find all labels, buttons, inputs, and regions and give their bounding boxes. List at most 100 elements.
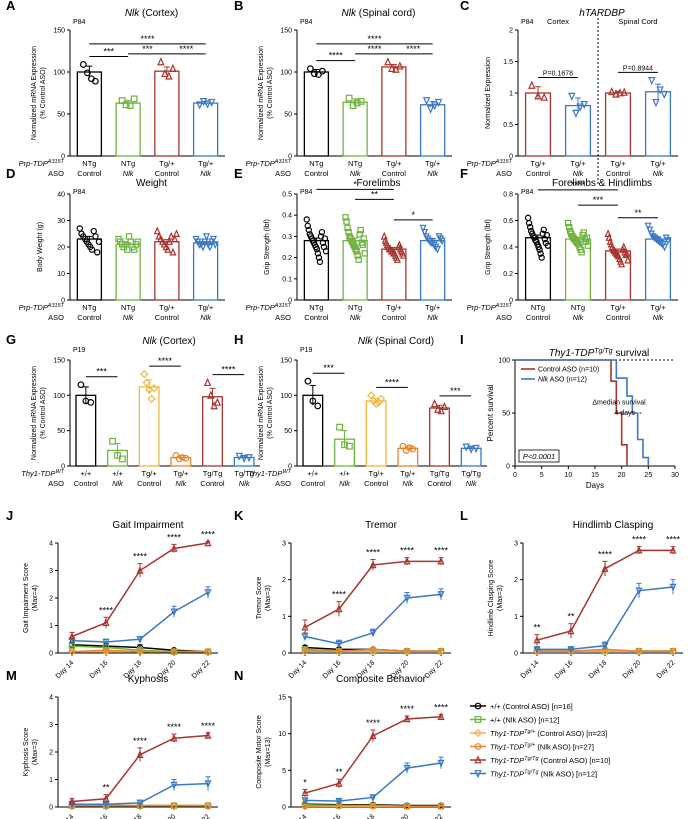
data-point bbox=[388, 63, 396, 73]
significance-label: **** bbox=[571, 180, 586, 190]
y-tick-label: 0.2 bbox=[282, 255, 292, 262]
series-point bbox=[533, 635, 541, 644]
y-tick-label: 0 bbox=[288, 464, 292, 471]
data-point bbox=[87, 399, 95, 406]
y-axis-label: Kyphosis Score bbox=[23, 728, 30, 777]
significance-label: **** bbox=[366, 548, 381, 558]
data-point bbox=[399, 442, 407, 450]
x-category-label: Tg/+ bbox=[425, 303, 441, 312]
x-category-label: Nlk bbox=[350, 313, 362, 322]
y-tick-label: 1.5 bbox=[503, 59, 513, 66]
data-point bbox=[612, 89, 620, 98]
y-axis-label: (Max=3) bbox=[265, 585, 272, 611]
x-category-label: Control bbox=[606, 313, 631, 322]
x-tick-label: 15 bbox=[591, 472, 599, 479]
series-point bbox=[136, 799, 144, 808]
bar bbox=[644, 238, 672, 301]
data-point bbox=[544, 242, 552, 249]
legend-label: +/+ (Control ASO) [n=16] bbox=[490, 702, 573, 711]
data-point bbox=[318, 228, 326, 236]
data-point bbox=[440, 401, 449, 411]
legend-marker bbox=[474, 743, 482, 750]
y-tick-label: 2 bbox=[49, 596, 53, 603]
data-point bbox=[540, 92, 548, 101]
series-point bbox=[68, 648, 76, 655]
x-category-label: Tg/+ bbox=[610, 159, 626, 168]
x-category-label: Tg/+ bbox=[400, 469, 416, 478]
series-point bbox=[68, 796, 76, 805]
data-point bbox=[90, 227, 97, 235]
data-point bbox=[360, 235, 367, 242]
series-point bbox=[335, 797, 343, 806]
x-category-label: +/+ bbox=[112, 469, 123, 478]
x-category-label: NTg bbox=[82, 303, 96, 312]
significance-label: **** bbox=[201, 721, 216, 731]
data-point bbox=[342, 214, 349, 221]
x-category-label: Tg/+ bbox=[198, 159, 214, 168]
y-tick-label: 20 bbox=[57, 245, 65, 252]
data-point bbox=[95, 238, 103, 245]
panel-title: hTARDBP bbox=[579, 8, 625, 19]
y-tick-label: 0 bbox=[288, 154, 292, 161]
title-italic: hTARDBP bbox=[579, 8, 625, 19]
data-point bbox=[353, 248, 360, 255]
panel-age: P84 bbox=[521, 19, 534, 26]
series-point bbox=[170, 648, 178, 655]
data-point bbox=[406, 444, 413, 452]
significance-label: P=0.8944 bbox=[623, 65, 653, 72]
significance-label: *** bbox=[103, 46, 114, 56]
data-point bbox=[434, 404, 442, 413]
data-point bbox=[169, 247, 177, 256]
data-point bbox=[149, 384, 159, 393]
data-point bbox=[357, 97, 365, 105]
data-point bbox=[157, 57, 165, 66]
genotype-row-label: Prp-TDPA315T bbox=[19, 303, 65, 312]
x-tick-label: Day 22 bbox=[424, 813, 445, 819]
y-tick-label: 3 bbox=[514, 541, 518, 548]
title-rest: (Cortex) bbox=[157, 336, 196, 347]
title-rest: (Cortex) bbox=[139, 8, 178, 19]
panel-title: Nlk (Cortex) bbox=[142, 336, 195, 347]
series-point bbox=[335, 778, 343, 787]
genotype-row-label: Thy1-TDPWT bbox=[248, 469, 291, 478]
x-category-label: Control bbox=[382, 313, 407, 322]
panel-title: Nlk (Spinal cord) bbox=[342, 8, 416, 19]
significance-label: ** bbox=[634, 208, 642, 218]
data-point bbox=[623, 249, 631, 257]
x-category-label: Nlk bbox=[200, 313, 212, 322]
genotype-name: Thy1-TDP bbox=[248, 469, 282, 478]
aso-row-label: ASO bbox=[48, 479, 64, 488]
series-point bbox=[204, 730, 212, 739]
x-category-label: NTg bbox=[531, 303, 545, 312]
data-point bbox=[122, 101, 130, 109]
x-tick-label: Day 18 bbox=[123, 813, 144, 819]
series-point bbox=[601, 564, 609, 572]
data-point bbox=[140, 369, 149, 379]
y-axis-label: Hindlimb Clasping Score bbox=[488, 560, 495, 637]
data-point bbox=[314, 71, 322, 78]
x-category-label: Tg/+ bbox=[386, 303, 402, 312]
panel-title: Weight bbox=[136, 178, 167, 189]
series-point bbox=[204, 802, 212, 809]
series-point bbox=[102, 794, 110, 802]
x-category-label: Tg/+ bbox=[142, 469, 158, 478]
data-point bbox=[661, 243, 669, 252]
significance-label: **** bbox=[666, 535, 681, 545]
legend-treatment: (Nlk ASO) [n=12] bbox=[501, 715, 560, 724]
series-point bbox=[669, 583, 677, 592]
y-axis-label: (Max=3) bbox=[32, 739, 39, 765]
y-tick-label: 2 bbox=[282, 577, 286, 584]
legend-marker bbox=[473, 728, 483, 738]
y-tick-label: 50 bbox=[284, 112, 292, 119]
data-point bbox=[430, 399, 439, 408]
x-tick-label: Day 22 bbox=[191, 813, 212, 819]
panel-E: E Forelimbs P84 0 0.1 0.2 0.3 0.4 0.5 Grip Streng… bbox=[234, 166, 452, 322]
data-point bbox=[578, 249, 585, 256]
series-point bbox=[204, 780, 212, 789]
significance-label: **** bbox=[632, 535, 647, 545]
significance-label: **** bbox=[400, 546, 415, 556]
data-point bbox=[313, 245, 321, 253]
bar bbox=[75, 394, 97, 467]
survival-curve bbox=[515, 359, 628, 466]
